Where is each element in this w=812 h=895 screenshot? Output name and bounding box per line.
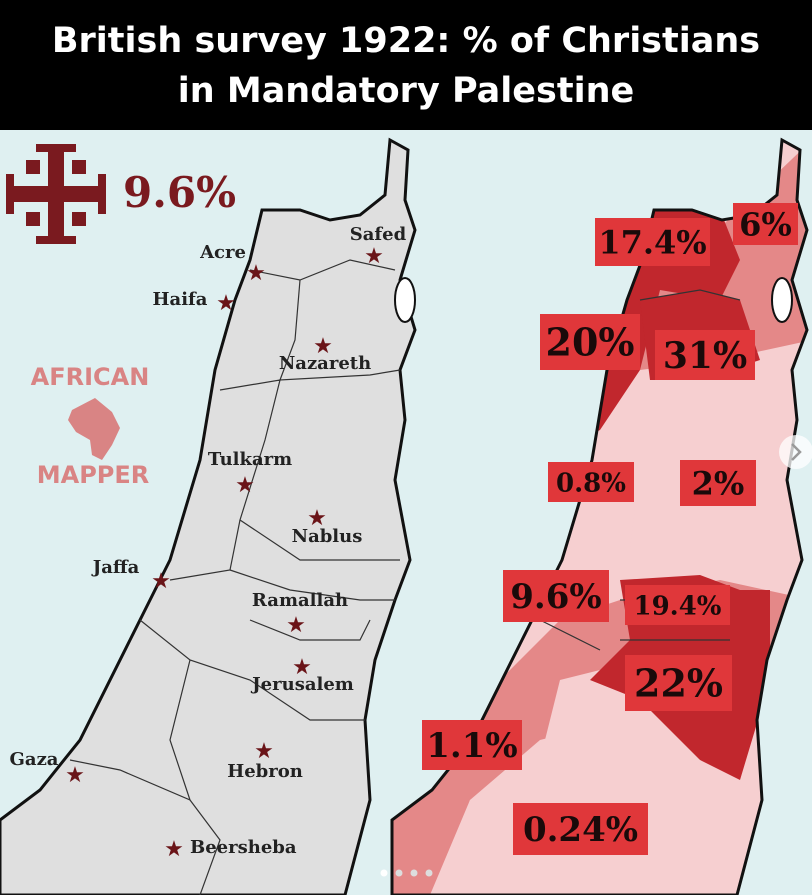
city-label: Hebron [227,761,303,782]
city-label: Acre [199,242,246,263]
district-box [540,314,640,370]
district-box [513,803,648,855]
district-value: 0.24% [523,810,638,850]
city-label: Safed [350,224,407,245]
lake [394,277,416,323]
city-star: ★ [292,655,312,680]
district-box [655,330,755,380]
city-label: Tulkarm [208,449,292,470]
district-value: 2% [692,465,745,503]
city-star: ★ [254,739,274,764]
city-star: ★ [164,837,184,862]
district-box [733,203,798,245]
lake [771,277,793,323]
city-label: Nazareth [279,353,371,374]
city-label: Haifa [153,289,208,310]
district-value: 20% [546,320,635,365]
africa-icon [68,398,120,460]
district-box [625,585,730,625]
district-box [680,460,756,506]
logo-text: AFRICAN [31,363,150,391]
city-star: ★ [307,506,327,531]
header-bar [0,0,812,130]
city-star: ★ [216,291,236,316]
city-label: Nablus [292,526,363,547]
city-star: ★ [286,613,306,638]
city-star: ★ [151,569,171,594]
next-button[interactable] [779,435,812,469]
title-line: British survey 1922: % of Christians [52,21,760,61]
city-label: Gaza [10,749,59,770]
district-value: 19.4% [633,591,721,621]
right-outline [390,137,809,895]
district-value: 9.6% [510,577,601,617]
district-box [595,218,710,266]
city-star: ★ [313,334,333,359]
title-line: in Mandatory Palestine [178,71,634,111]
district-box [625,655,732,711]
city-label: Jaffa [91,557,140,578]
city-label: Jerusalem [250,674,354,695]
district-borders [69,259,401,895]
city-star: ★ [246,261,266,286]
carousel-dots [380,869,433,877]
logo-text: MAPPER [37,461,150,489]
district-value: 1.1% [426,726,517,766]
jerusalem-cross [6,144,106,244]
district-box [422,720,522,770]
city-star: ★ [364,244,384,269]
district-value: 0.8% [556,468,626,498]
district-box [503,570,609,622]
city-star: ★ [235,473,255,498]
district-value: 31% [663,335,747,377]
city-label: Beersheba [190,837,297,858]
district-value: 6% [739,206,792,244]
city-label: Ramallah [252,590,348,611]
left-map [0,137,417,895]
district-box [548,462,634,502]
city-star: ★ [65,763,85,788]
district-value: 17.4% [598,224,706,262]
district-value: 22% [634,661,723,706]
overall-value: 9.6% [123,168,236,217]
